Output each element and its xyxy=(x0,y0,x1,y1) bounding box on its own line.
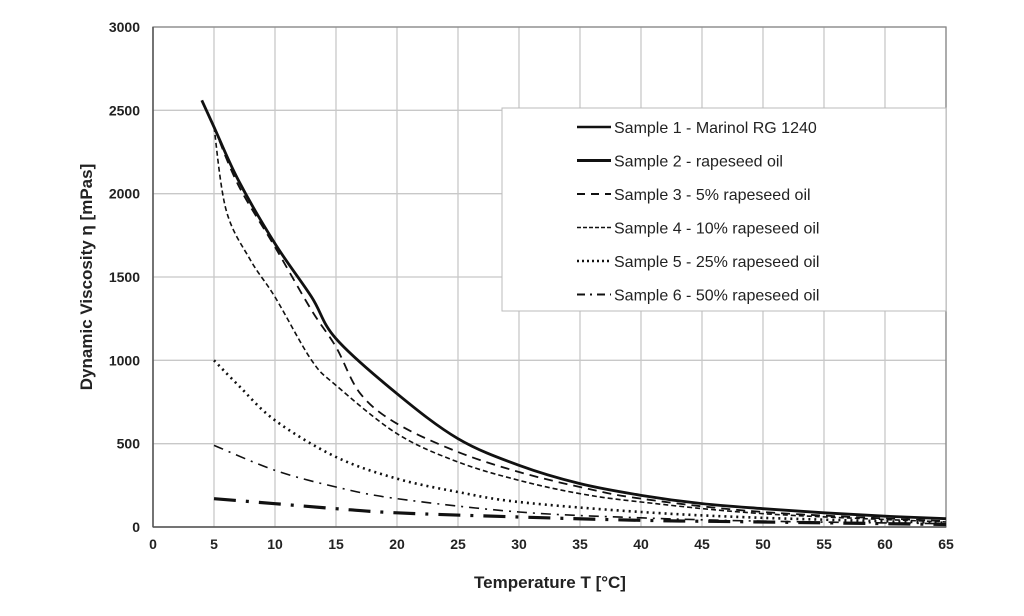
x-tick-labels: 0 5 10 15 20 25 30 35 40 45 50 55 60 65 xyxy=(149,536,954,552)
x-tick-label: 55 xyxy=(816,536,832,552)
series-lines xyxy=(200,99,947,527)
legend-label-4: Sample 4 - 10% rapeseed oil xyxy=(614,221,819,238)
y-tick-label: 0 xyxy=(132,519,140,535)
legend-label-3: Sample 3 - 5% rapeseed oil xyxy=(614,187,811,204)
x-tick-label: 65 xyxy=(938,536,954,552)
series-line-3 xyxy=(213,126,947,523)
x-tick-label: 45 xyxy=(694,536,710,552)
series-line-1 xyxy=(200,99,947,521)
y-tick-label: 3000 xyxy=(109,19,140,35)
y-tick-label: 500 xyxy=(117,436,141,452)
legend-box xyxy=(501,107,947,312)
series-line-4 xyxy=(213,126,947,523)
x-tick-label: 30 xyxy=(511,536,527,552)
x-tick-label: 20 xyxy=(389,536,405,552)
x-tick-label: 5 xyxy=(210,536,218,552)
series-line-5 xyxy=(213,359,947,525)
y-tick-labels: 0 500 1000 1500 2000 2500 3000 xyxy=(109,19,140,535)
x-tick-label: 40 xyxy=(633,536,649,552)
x-tick-label: 25 xyxy=(450,536,466,552)
x-tick-label: 15 xyxy=(328,536,344,552)
y-tick-label: 1500 xyxy=(109,269,140,285)
series-line-6 xyxy=(213,444,947,525)
series-line-2 xyxy=(213,497,947,527)
y-axis-label: Dynamic Viscosity η [mPas] xyxy=(77,164,96,390)
y-tick-label: 2500 xyxy=(109,102,140,118)
legend: Sample 1 - Marinol RG 1240 Sample 2 - rap… xyxy=(501,107,947,312)
y-tick-label: 1000 xyxy=(109,352,140,368)
y-tick-label: 2000 xyxy=(109,186,140,202)
legend-label-5: Sample 5 - 25% rapeseed oil xyxy=(614,254,819,271)
legend-label-2: Sample 2 - rapeseed oil xyxy=(614,154,783,171)
legend-label-1: Sample 1 - Marinol RG 1240 xyxy=(614,120,817,137)
x-tick-label: 0 xyxy=(149,536,157,552)
x-tick-label: 60 xyxy=(877,536,893,552)
x-tick-label: 10 xyxy=(267,536,283,552)
legend-label-6: Sample 6 - 50% rapeseed oil xyxy=(614,288,819,305)
x-tick-label: 35 xyxy=(572,536,588,552)
x-tick-label: 50 xyxy=(755,536,771,552)
x-axis-label: Temperature T [°C] xyxy=(474,573,626,592)
